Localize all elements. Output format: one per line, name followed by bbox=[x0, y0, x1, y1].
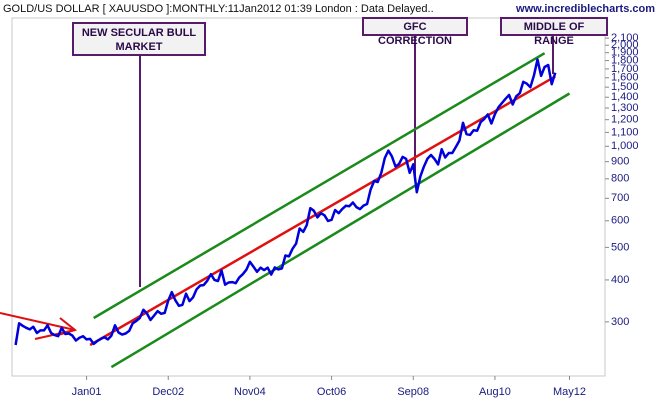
trend-line bbox=[110, 92, 571, 369]
x-tick-label: Jan01 bbox=[72, 386, 102, 398]
x-tick-label: Sep08 bbox=[397, 386, 429, 398]
annotation: NEW SECULAR BULL MARKET bbox=[72, 22, 206, 56]
source: www.incrediblecharts.com bbox=[515, 3, 655, 15]
y-tick-label: 1,800 bbox=[611, 54, 639, 66]
annotation: MIDDLE OF RANGE bbox=[500, 17, 608, 47]
y-tick-label: 1,100 bbox=[611, 126, 639, 138]
y-tick-label: 900 bbox=[611, 156, 629, 168]
annotation: GFC CORRECTION bbox=[362, 17, 468, 47]
y-tick-label: 1,000 bbox=[611, 140, 639, 152]
y-tick-label: 1,900 bbox=[611, 47, 639, 59]
y-tick-label: 800 bbox=[611, 173, 629, 185]
x-tick-label: May12 bbox=[553, 386, 586, 398]
y-tick-label: 1,300 bbox=[611, 102, 639, 114]
y-tick-label: 1,700 bbox=[611, 63, 639, 75]
y-tick-label: 400 bbox=[611, 274, 629, 286]
chart-title: GOLD/US DOLLAR [ XAUUSDO ]:MONTHLY:11Jan… bbox=[3, 3, 434, 15]
trend-line bbox=[93, 52, 546, 320]
x-tick-label: Nov04 bbox=[234, 386, 266, 398]
x-tick-label: Aug10 bbox=[479, 386, 511, 398]
y-tick-label: 300 bbox=[611, 316, 629, 328]
y-tick-label: 500 bbox=[611, 241, 629, 253]
y-tick-label: 2,100 bbox=[611, 32, 639, 44]
y-tick-label: 1,600 bbox=[611, 72, 639, 84]
x-tick-label: Oct06 bbox=[317, 386, 346, 398]
price-line bbox=[14, 58, 557, 346]
y-tick-label: 1,400 bbox=[611, 91, 639, 103]
plot-frame bbox=[11, 17, 606, 377]
y-tick-label: 700 bbox=[611, 192, 629, 204]
y-tick-label: 600 bbox=[611, 215, 629, 227]
y-tick-label: 1,200 bbox=[611, 114, 639, 126]
y-tick-label: 1,500 bbox=[611, 81, 639, 93]
y-tick-label: 2,000 bbox=[611, 39, 639, 51]
x-tick-label: Dec02 bbox=[152, 386, 184, 398]
